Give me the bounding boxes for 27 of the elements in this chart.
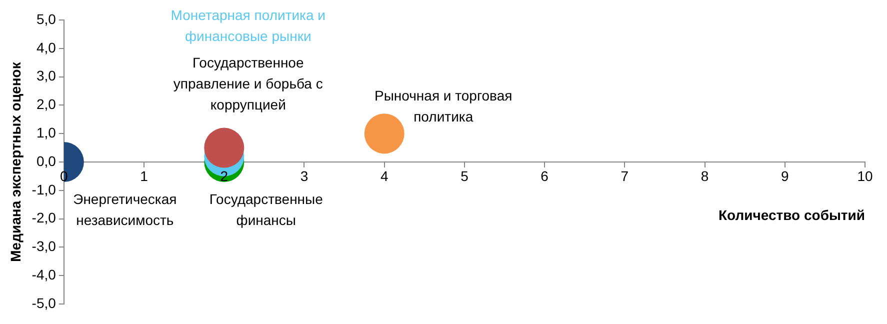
x-axis-title: Количество событий [718,207,865,224]
y-tick-label: 4,0 [36,39,56,56]
x-tick-label: 10 [857,168,873,184]
text: Государственное управление и борьба с коррупцией [173,54,323,113]
y-tick-label: 5,0 [36,10,56,27]
x-tick-label: 1 [140,168,148,184]
series-label: Рыночная и торговая политика [374,87,512,124]
x-tick-label: 8 [700,168,709,184]
x-tick-label: 9 [780,168,789,184]
y-tick-label: 0,0 [36,152,56,169]
x-tick-label: 7 [620,168,629,184]
y-tick-label: 1,0 [36,124,56,140]
series-label: Государственные финансы [209,190,324,228]
text: Монетарная политика и финансовые рынки [170,7,326,44]
y-tick-label: 3,0 [36,68,56,84]
x-tick-label: 4 [380,168,388,184]
x-tick-label: 3 [300,168,308,184]
x-tick-label: 5 [460,168,469,184]
y-axis-title: Медиана экспертных оценок [7,61,24,262]
y-tick-label: -3,0 [32,238,56,254]
y-tick-label: -1,0 [32,181,56,198]
y-tick-label: 2,0 [36,96,56,112]
x-tick-label: 6 [540,168,549,184]
y-tick-label: -5,0 [32,294,56,311]
y-tick-label: -2,0 [32,210,56,226]
series-label: Энергетическая независимость [73,190,177,228]
y-tick-label: -4,0 [32,266,56,282]
